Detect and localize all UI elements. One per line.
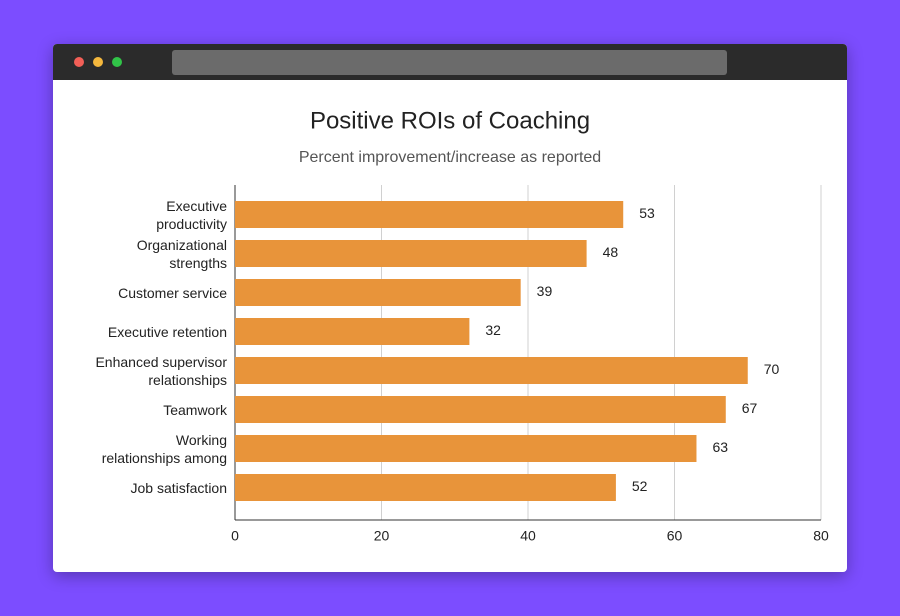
chart-subtitle: Percent improvement/increase as reported: [299, 149, 601, 166]
bar: [235, 318, 470, 345]
bar: [235, 474, 616, 501]
category-label: Customer service: [118, 284, 227, 301]
category-label: Executive retention: [107, 323, 227, 340]
category-label: Organizational strengths: [136, 236, 227, 271]
data-label: 63: [712, 439, 728, 455]
x-tick-label: 40: [520, 528, 536, 544]
category-label: Executive productivity: [156, 197, 227, 232]
chart-title: Positive ROIs of Coaching: [310, 107, 590, 134]
category-label: Enhanced supervisor relationships: [95, 353, 227, 388]
data-label: 39: [537, 283, 553, 299]
data-label: 48: [603, 244, 619, 260]
category-label: Job satisfaction: [130, 479, 228, 496]
data-label: 67: [742, 400, 758, 416]
data-label: 70: [764, 361, 780, 377]
category-label: Teamwork: [163, 401, 227, 418]
x-tick-label: 20: [374, 528, 390, 544]
title-bar: [53, 44, 847, 80]
bar: [235, 240, 587, 267]
chart: Positive ROIs of Coaching Percent improv…: [231, 107, 829, 544]
maximize-button[interactable]: [112, 57, 122, 67]
address-bar[interactable]: [172, 50, 727, 75]
x-tick-label: 60: [667, 528, 683, 544]
bar: [235, 357, 748, 384]
browser-window: Positive ROIs of Coaching Percent improv…: [53, 44, 847, 572]
bar: [235, 396, 726, 423]
bar: [235, 435, 697, 462]
close-button[interactable]: [74, 57, 84, 67]
data-label: 52: [632, 478, 648, 494]
minimize-button[interactable]: [93, 57, 103, 67]
bar: [235, 201, 624, 228]
bar: [235, 279, 521, 306]
x-tick-label: 80: [813, 528, 829, 544]
data-label: 53: [639, 205, 655, 221]
data-label: 32: [485, 322, 501, 338]
x-tick-label: 0: [231, 528, 239, 544]
category-label: Working relationships among: [101, 431, 227, 466]
